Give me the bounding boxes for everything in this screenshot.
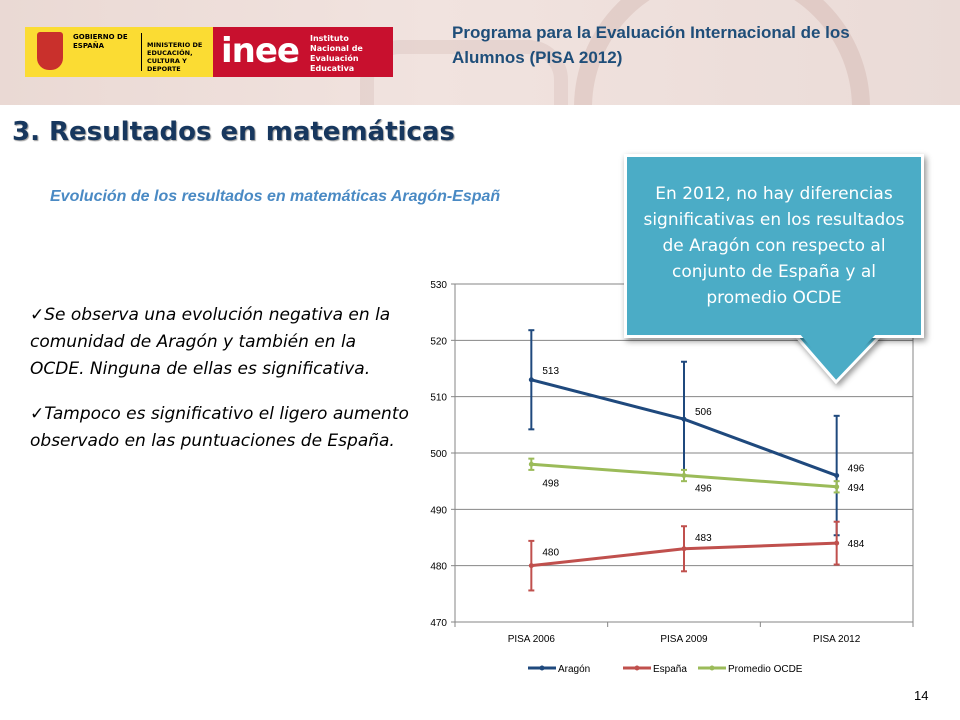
legend-marker [634, 665, 640, 671]
banner-watermark-shape [360, 40, 568, 105]
x-tick-label: PISA 2006 [508, 634, 556, 645]
ministry-logo-text: MINISTERIO DE EDUCACIÓN, CULTURA Y DEPOR… [147, 41, 203, 73]
page-number: 14 [914, 688, 929, 703]
checkmark-icon: ✓ [30, 404, 45, 424]
data-label: 506 [695, 407, 712, 418]
x-tick-label: PISA 2012 [813, 634, 861, 645]
y-tick-label: 490 [430, 505, 447, 516]
data-label: 494 [848, 483, 865, 494]
checkmark-icon: ✓ [30, 305, 45, 325]
chart-series [528, 329, 840, 592]
data-point [681, 416, 687, 422]
legend-label: Promedio OCDE [728, 664, 803, 675]
data-point [528, 563, 534, 569]
data-point [528, 461, 534, 467]
data-label: 484 [848, 539, 865, 550]
callout-box: En 2012, no hay diferencias significativ… [624, 154, 924, 338]
header-banner: GOBIERNO DE ESPAÑA MINISTERIO DE EDUCACI… [0, 0, 960, 105]
program-title: Programa para la Evaluación Internaciona… [452, 23, 850, 67]
x-tick-label: PISA 2009 [660, 634, 708, 645]
gobierno-logo: GOBIERNO DE ESPAÑA MINISTERIO DE EDUCACI… [25, 27, 213, 77]
y-tick-label: 530 [430, 280, 447, 291]
data-point [528, 377, 534, 383]
chart-subtitle: Evolución de los resultados en matemátic… [50, 188, 501, 205]
bullet-text: Se observa una evolución negativa en la … [30, 305, 391, 379]
inee-logo: inee Instituto Nacional de Evaluación Ed… [213, 27, 393, 77]
data-label: 496 [848, 464, 865, 475]
data-point [834, 484, 840, 490]
y-tick-label: 500 [430, 449, 447, 460]
legend-label: Aragón [558, 664, 590, 675]
y-tick-label: 470 [430, 618, 447, 629]
logo-divider [141, 33, 142, 71]
legend-label: España [653, 664, 687, 675]
chart-axes: 470 480 490 500 510 520 530 PISA 2006 PISA 2009 P… [430, 280, 914, 645]
bullet-item: ✓Se observa una evolución negativa en la… [30, 302, 410, 383]
chart-data-labels: 513 506 496 480 483 484 498 496 494 [542, 366, 864, 559]
data-label: 513 [542, 366, 559, 377]
bullet-list: ✓Se observa una evolución negativa en la… [30, 302, 410, 473]
y-tick-label: 520 [430, 336, 447, 347]
y-tick-label: 510 [430, 393, 447, 404]
gobierno-logo-text: GOBIERNO DE ESPAÑA [73, 33, 128, 50]
data-point [681, 546, 687, 552]
line-chart: 470 480 490 500 510 520 530 PISA 2006 PISA 2009 P… [430, 280, 914, 675]
chart-legend: Aragón España Promedio OCDE [528, 664, 803, 675]
inee-logo-word: inee [221, 31, 300, 71]
bullet-text: Tampoco es significativo el ligero aumen… [30, 404, 409, 451]
inee-logo-text: Instituto Nacional de Evaluación Educati… [310, 34, 363, 73]
data-point [681, 473, 687, 479]
data-point [834, 540, 840, 546]
bullet-item: ✓Tampoco es significativo el ligero aume… [30, 401, 410, 455]
legend-marker [709, 665, 715, 671]
data-label: 496 [695, 484, 712, 495]
section-title: 3. Resultados en matemáticas [12, 117, 455, 147]
data-point [834, 473, 840, 479]
data-label: 483 [695, 533, 712, 544]
legend-marker [539, 665, 545, 671]
data-label: 498 [542, 478, 559, 489]
data-label: 480 [542, 548, 559, 559]
callout-text: En 2012, no hay diferencias significativ… [643, 184, 905, 308]
coat-of-arms-icon [37, 32, 63, 70]
y-tick-label: 480 [430, 562, 447, 573]
